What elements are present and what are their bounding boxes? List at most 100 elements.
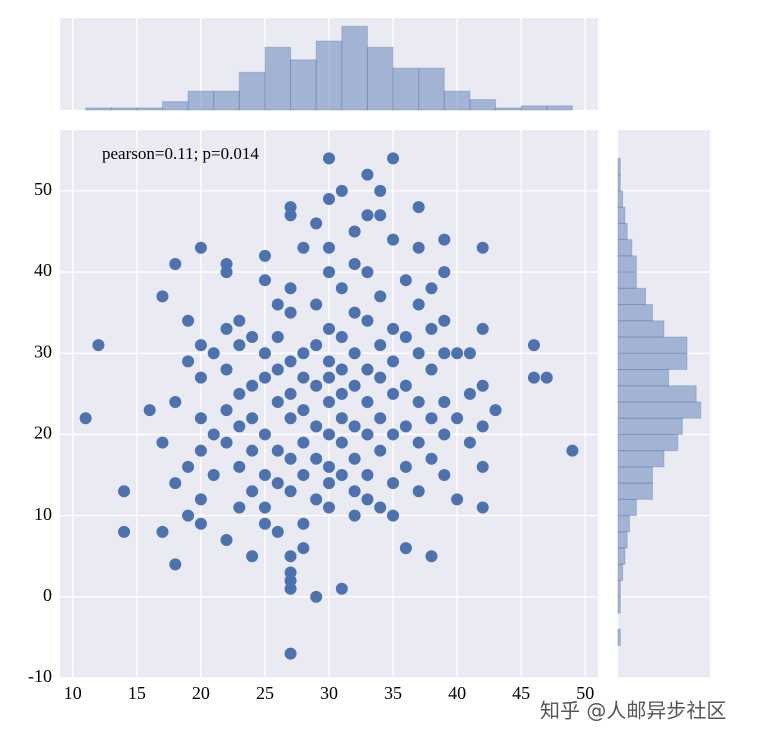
point (412, 395, 425, 408)
point (284, 647, 297, 660)
point (412, 347, 425, 360)
point (194, 444, 207, 457)
point (323, 322, 335, 335)
point (451, 347, 464, 360)
point (310, 217, 323, 230)
point (284, 209, 297, 222)
hist-bar (617, 450, 665, 468)
point (387, 387, 400, 400)
x-tick-label: 20 (192, 683, 210, 703)
x-tick-label: 45 (512, 683, 530, 703)
point (323, 355, 335, 368)
point (297, 517, 310, 530)
point (271, 363, 284, 376)
point (387, 152, 400, 165)
point (399, 460, 412, 473)
point (297, 347, 310, 360)
point (374, 371, 387, 384)
point (258, 274, 271, 287)
point (271, 444, 284, 457)
point (399, 274, 412, 287)
point (335, 282, 348, 295)
hist-bar (617, 401, 702, 419)
point (207, 469, 220, 482)
hist-bar (495, 107, 522, 111)
x-tick-label: 35 (384, 683, 402, 703)
point (284, 306, 297, 319)
point (438, 347, 451, 360)
point (258, 249, 271, 262)
point (463, 436, 476, 449)
point (566, 444, 579, 457)
point (297, 241, 310, 254)
point (258, 371, 271, 384)
point (118, 525, 131, 538)
annotation: pearson=0.11; p=0.014 (102, 144, 259, 163)
point (348, 306, 361, 319)
hist-bar (617, 531, 628, 549)
point (323, 371, 335, 384)
y-tick-label: 40 (34, 260, 52, 280)
point (182, 355, 195, 368)
point (374, 184, 387, 197)
point (361, 469, 374, 482)
hist-bar (418, 67, 445, 111)
point (348, 509, 361, 522)
point (246, 485, 259, 498)
point (169, 477, 182, 490)
point (323, 428, 335, 441)
point (284, 387, 297, 400)
point (323, 152, 335, 165)
hist-bar (213, 90, 240, 111)
hist-bar (187, 90, 215, 111)
point (258, 469, 271, 482)
point (169, 558, 182, 571)
hist-bar (617, 222, 628, 241)
point (348, 379, 361, 392)
point (348, 347, 361, 360)
point (310, 379, 323, 392)
point (425, 282, 438, 295)
point (335, 412, 348, 425)
point (361, 428, 374, 441)
hist-bar (617, 157, 621, 176)
hist-bar (617, 466, 653, 484)
point (194, 493, 207, 506)
hist-bar (617, 628, 621, 647)
point (310, 298, 323, 311)
hist-bar (617, 320, 665, 338)
point (194, 339, 207, 352)
point (476, 322, 489, 335)
point (451, 412, 464, 425)
point (374, 444, 387, 457)
point (284, 355, 297, 368)
point (348, 452, 361, 465)
point (412, 298, 425, 311)
point (463, 347, 476, 360)
point (271, 298, 284, 311)
point (323, 241, 335, 254)
point (335, 387, 348, 400)
hist-bar (617, 271, 637, 289)
point (194, 517, 207, 530)
point (207, 347, 220, 360)
y-tick-label: 30 (34, 341, 52, 361)
hist-bar (617, 580, 621, 598)
point (438, 395, 451, 408)
hist-bar (617, 433, 679, 452)
point (284, 452, 297, 465)
point (156, 525, 169, 538)
point (361, 363, 374, 376)
point (425, 322, 438, 335)
point (118, 485, 131, 498)
point (246, 331, 259, 344)
point (194, 412, 207, 425)
point (425, 363, 438, 376)
point (463, 387, 476, 400)
point (438, 469, 451, 482)
hist-bar (110, 107, 138, 111)
point (233, 339, 246, 352)
point (246, 444, 259, 457)
point (143, 404, 156, 417)
right-panel (618, 130, 710, 678)
